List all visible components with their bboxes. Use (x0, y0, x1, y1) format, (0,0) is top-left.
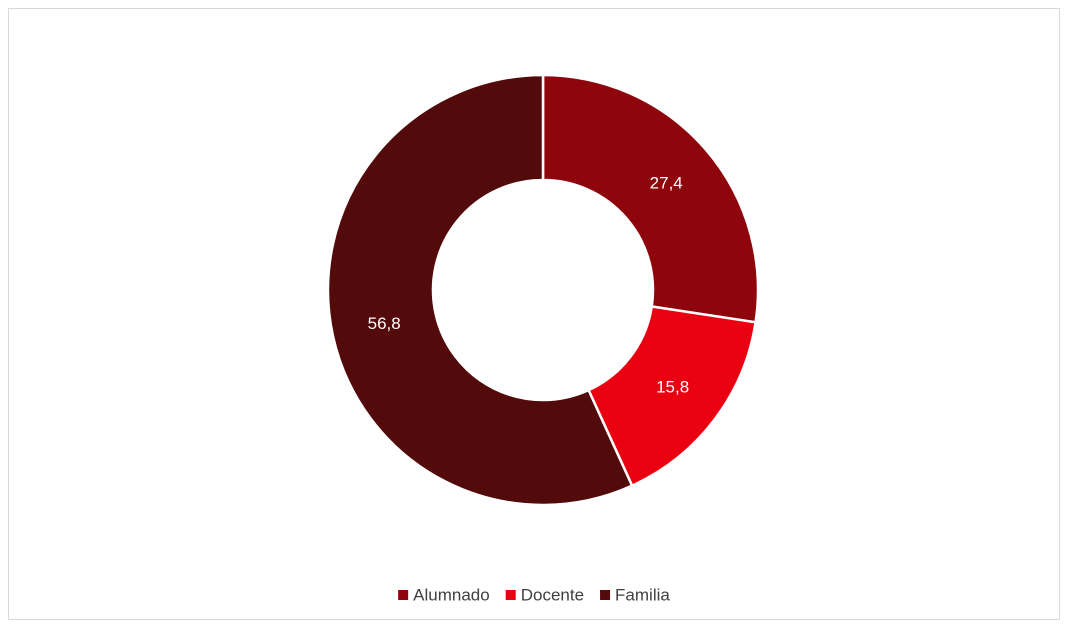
value-label: 27,4 (650, 174, 683, 193)
legend-label: Familia (615, 585, 670, 604)
legend-swatch (505, 590, 516, 600)
donut-slice (326, 73, 634, 507)
value-label: 56,8 (368, 314, 401, 333)
legend-swatch (398, 590, 409, 600)
legend-swatch (600, 590, 611, 600)
donut-slice (541, 73, 760, 324)
legend-label: Docente (521, 585, 584, 604)
legend-label: Alumnado (413, 585, 490, 604)
donut-slice (586, 305, 757, 488)
value-label: 15,8 (656, 377, 689, 396)
